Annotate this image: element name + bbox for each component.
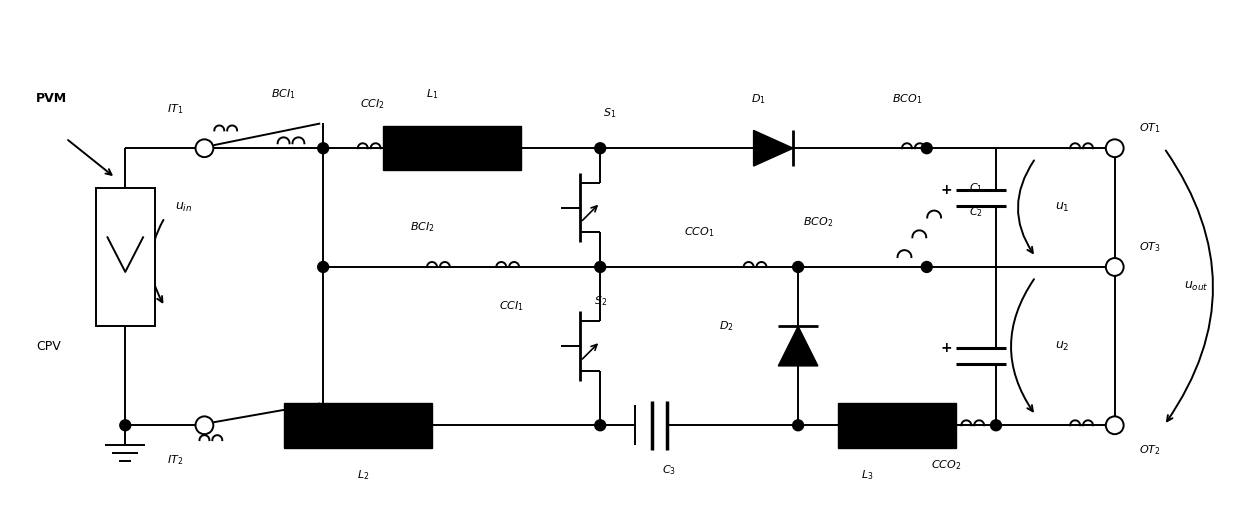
Circle shape xyxy=(595,143,605,154)
Text: $BCI_2$: $BCI_2$ xyxy=(409,220,434,235)
Text: $CCO_1$: $CCO_1$ xyxy=(684,226,714,239)
Circle shape xyxy=(921,420,932,431)
Circle shape xyxy=(196,139,213,157)
Text: +: + xyxy=(941,183,952,197)
Text: $C_1$: $C_1$ xyxy=(970,181,983,194)
Circle shape xyxy=(1106,139,1123,157)
Text: $BCI_1$: $BCI_1$ xyxy=(272,87,296,101)
Circle shape xyxy=(317,420,329,431)
Circle shape xyxy=(1106,416,1123,434)
Text: $IT_2$: $IT_2$ xyxy=(166,453,182,467)
Circle shape xyxy=(1106,258,1123,276)
Text: $CCO_2$: $CCO_2$ xyxy=(931,458,962,472)
Circle shape xyxy=(317,143,329,154)
Bar xyxy=(838,403,956,447)
Polygon shape xyxy=(754,130,794,166)
Text: $L_1$: $L_1$ xyxy=(425,87,438,101)
Polygon shape xyxy=(779,326,818,366)
Bar xyxy=(95,188,155,326)
Text: $OT_1$: $OT_1$ xyxy=(1140,122,1161,135)
Text: $u_1$: $u_1$ xyxy=(1055,201,1070,214)
Text: $OT_2$: $OT_2$ xyxy=(1140,443,1161,457)
Text: $BCO_2$: $BCO_2$ xyxy=(802,216,833,229)
Text: $L_2$: $L_2$ xyxy=(357,468,370,482)
Bar xyxy=(382,126,521,171)
Circle shape xyxy=(595,420,605,431)
Bar xyxy=(284,403,432,447)
Text: $D_2$: $D_2$ xyxy=(719,319,734,333)
Circle shape xyxy=(921,143,932,154)
Text: $S_1$: $S_1$ xyxy=(604,106,616,121)
Text: $u_2$: $u_2$ xyxy=(1055,339,1070,353)
Text: $u_{out}$: $u_{out}$ xyxy=(1184,280,1209,294)
Text: $C_2$: $C_2$ xyxy=(970,206,983,219)
Text: +: + xyxy=(941,341,952,355)
Circle shape xyxy=(921,261,932,272)
Circle shape xyxy=(792,261,804,272)
Text: $L_3$: $L_3$ xyxy=(861,468,874,482)
Text: $OT_3$: $OT_3$ xyxy=(1140,240,1162,254)
Text: $S_2$: $S_2$ xyxy=(594,295,606,308)
Text: CPV: CPV xyxy=(36,339,61,353)
Circle shape xyxy=(317,261,329,272)
Text: $BCO_1$: $BCO_1$ xyxy=(892,92,923,105)
Text: $CCI_2$: $CCI_2$ xyxy=(360,97,386,111)
Circle shape xyxy=(991,420,1002,431)
Circle shape xyxy=(595,261,605,272)
Text: $D_1$: $D_1$ xyxy=(751,92,766,105)
Text: $IT_1$: $IT_1$ xyxy=(166,102,182,115)
Text: PVM: PVM xyxy=(36,92,67,105)
Text: $u_{in}$: $u_{in}$ xyxy=(175,201,192,214)
Circle shape xyxy=(792,420,804,431)
Text: $C_3$: $C_3$ xyxy=(662,463,677,477)
Circle shape xyxy=(196,416,213,434)
Text: $CCI_1$: $CCI_1$ xyxy=(498,300,523,314)
Circle shape xyxy=(120,420,130,431)
